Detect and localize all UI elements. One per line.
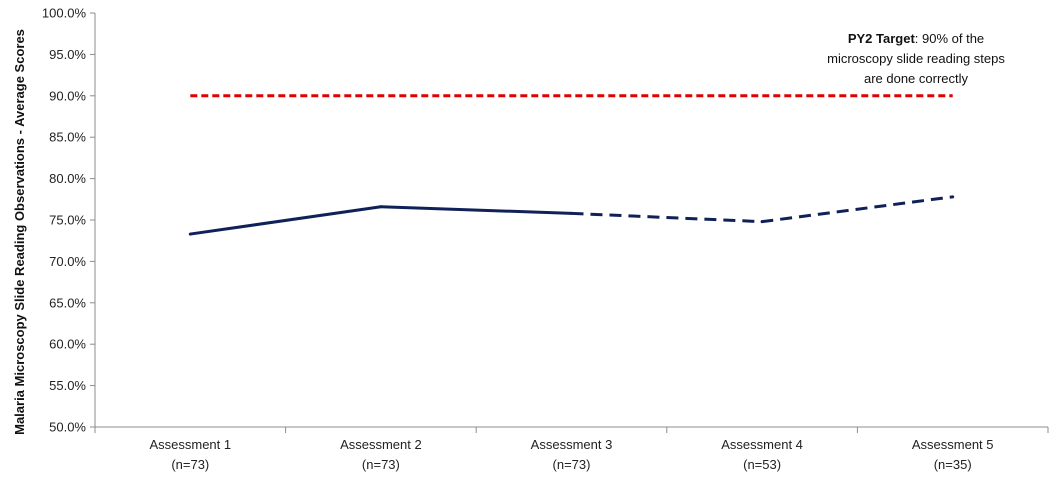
data-point (760, 220, 764, 224)
x-tick-label: Assessment 5 (912, 437, 994, 452)
y-tick-label: 70.0% (49, 254, 86, 269)
annotation-rest: : 90% of the (915, 31, 984, 46)
data-point (188, 232, 192, 236)
x-tick-label: Assessment 2 (340, 437, 422, 452)
y-tick-label: 95.0% (49, 47, 86, 62)
y-axis-title: Malaria Microscopy Slide Reading Observa… (12, 29, 27, 435)
series-layer (188, 94, 955, 236)
score-line-solid (190, 205, 572, 236)
x-tick-label: Assessment 3 (531, 437, 613, 452)
x-tick-label: Assessment 1 (149, 437, 231, 452)
y-tick-label: 65.0% (49, 295, 86, 310)
y-tick-label: 55.0% (49, 378, 86, 393)
x-tick-sublabel: (n=73) (362, 457, 400, 472)
x-tick-sublabel: (n=73) (553, 457, 591, 472)
data-point (570, 211, 573, 215)
annotation-line-3: are done correctly (864, 71, 969, 86)
x-tick-label: Assessment 4 (721, 437, 803, 452)
y-tick-label: 75.0% (49, 213, 86, 228)
y-tick-label: 85.0% (49, 130, 86, 145)
data-point (951, 195, 955, 199)
annotation-line-1: PY2 Target: 90% of the (848, 31, 984, 46)
y-tick-label: 100.0% (42, 6, 87, 21)
y-tick-label: 60.0% (49, 337, 86, 352)
score-line-dashed (571, 195, 953, 224)
target-annotation: PY2 Target: 90% of the microscopy slide … (827, 31, 1005, 86)
x-axis-categories: Assessment 1 (n=73) Assessment 2 (n=73) Asse… (94, 427, 1049, 472)
x-tick-sublabel: (n=53) (743, 457, 781, 472)
y-axis-ticks: 50.0% 55.0% 60.0% 65.0% 70.0% 75.0% 80.0% 85.0%… (42, 6, 95, 435)
y-tick-label: 50.0% (49, 420, 86, 435)
data-point (379, 205, 383, 209)
y-tick-label: 80.0% (49, 171, 86, 186)
x-tick-sublabel: (n=73) (171, 457, 209, 472)
annotation-bold: PY2 Target (848, 31, 916, 46)
x-tick-sublabel: (n=35) (934, 457, 972, 472)
annotation-line-2: microscopy slide reading steps (827, 51, 1005, 66)
y-tick-label: 90.0% (49, 88, 86, 103)
